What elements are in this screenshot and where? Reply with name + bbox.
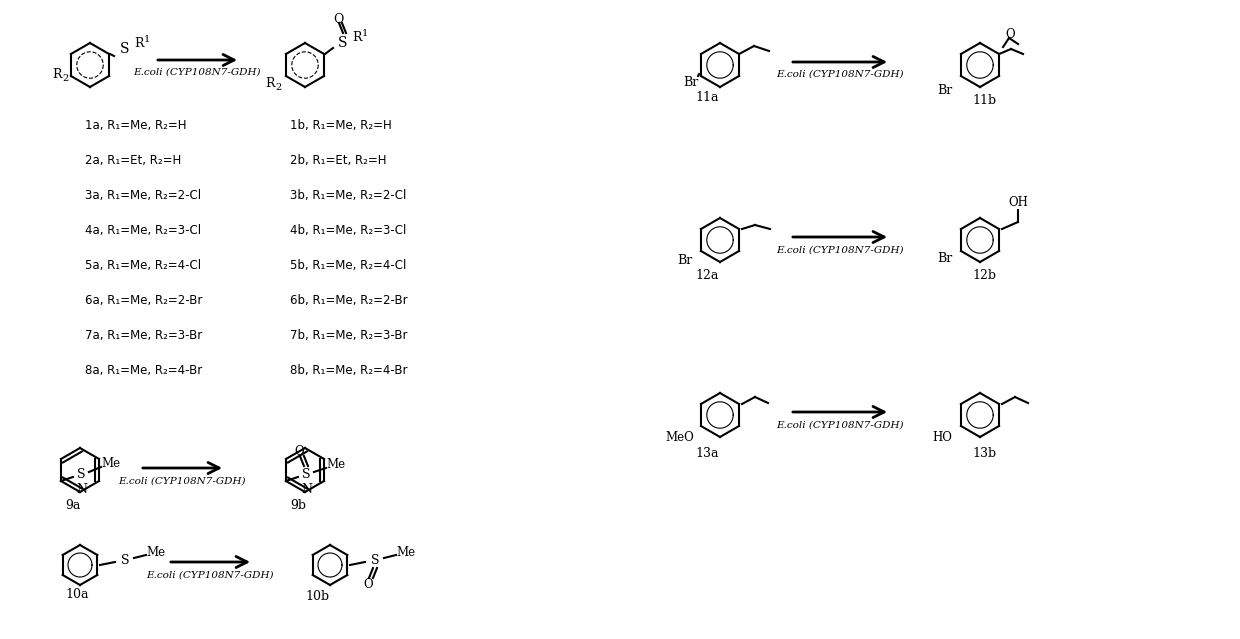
Text: E.coli (CYP108N7-GDH): E.coli (CYP108N7-GDH) bbox=[776, 70, 904, 79]
Text: E.coli (CYP108N7-GDH): E.coli (CYP108N7-GDH) bbox=[118, 477, 246, 486]
Text: N: N bbox=[301, 482, 312, 495]
Text: 4a, R₁=Me, R₂=3-Cl: 4a, R₁=Me, R₂=3-Cl bbox=[86, 224, 201, 236]
Text: 5b, R₁=Me, R₂=4-Cl: 5b, R₁=Me, R₂=4-Cl bbox=[290, 259, 407, 272]
Text: 6b, R₁=Me, R₂=2-Br: 6b, R₁=Me, R₂=2-Br bbox=[290, 293, 408, 307]
Text: 8b, R₁=Me, R₂=4-Br: 8b, R₁=Me, R₂=4-Br bbox=[290, 364, 408, 376]
Text: N: N bbox=[77, 482, 88, 495]
Text: MeO: MeO bbox=[666, 431, 694, 443]
Text: 13a: 13a bbox=[694, 447, 718, 459]
Text: Br: Br bbox=[683, 75, 699, 88]
Text: 1b, R₁=Me, R₂=H: 1b, R₁=Me, R₂=H bbox=[290, 118, 392, 132]
Text: 2b, R₁=Et, R₂=H: 2b, R₁=Et, R₂=H bbox=[290, 153, 387, 167]
Text: 6a, R₁=Me, R₂=2-Br: 6a, R₁=Me, R₂=2-Br bbox=[86, 293, 202, 307]
Text: E.coli (CYP108N7-GDH): E.coli (CYP108N7-GDH) bbox=[776, 420, 904, 429]
Text: R: R bbox=[352, 31, 362, 43]
Text: 10a: 10a bbox=[64, 589, 88, 601]
Text: 5a, R₁=Me, R₂=4-Cl: 5a, R₁=Me, R₂=4-Cl bbox=[86, 259, 201, 272]
Text: S: S bbox=[371, 553, 379, 567]
Text: 3b, R₁=Me, R₂=2-Cl: 3b, R₁=Me, R₂=2-Cl bbox=[290, 189, 407, 201]
Text: 9a: 9a bbox=[64, 498, 81, 511]
Text: O: O bbox=[294, 445, 304, 458]
Text: O: O bbox=[1006, 27, 1014, 40]
Text: 10b: 10b bbox=[305, 590, 329, 603]
Text: Me: Me bbox=[397, 546, 415, 558]
Text: Me: Me bbox=[146, 546, 166, 558]
Text: Br: Br bbox=[937, 252, 952, 265]
Text: HO: HO bbox=[932, 431, 952, 443]
Text: 7a, R₁=Me, R₂=3-Br: 7a, R₁=Me, R₂=3-Br bbox=[86, 328, 202, 341]
Text: E.coli (CYP108N7-GDH): E.coli (CYP108N7-GDH) bbox=[146, 571, 274, 580]
Text: S: S bbox=[77, 468, 86, 481]
Text: 9b: 9b bbox=[290, 498, 306, 511]
Text: O: O bbox=[363, 578, 373, 592]
Text: E.coli (CYP108N7-GDH): E.coli (CYP108N7-GDH) bbox=[776, 245, 904, 254]
Text: S: S bbox=[120, 553, 129, 567]
Text: 1: 1 bbox=[362, 29, 368, 38]
Text: 1a, R₁=Me, R₂=H: 1a, R₁=Me, R₂=H bbox=[86, 118, 186, 132]
Text: OH: OH bbox=[1008, 196, 1028, 208]
Text: R: R bbox=[265, 77, 275, 89]
Text: R: R bbox=[52, 68, 62, 81]
Text: 11b: 11b bbox=[972, 93, 996, 107]
Text: 2: 2 bbox=[275, 82, 281, 91]
Text: 1: 1 bbox=[144, 35, 150, 43]
Text: 12b: 12b bbox=[972, 268, 996, 282]
Text: 3a, R₁=Me, R₂=2-Cl: 3a, R₁=Me, R₂=2-Cl bbox=[86, 189, 201, 201]
Text: S: S bbox=[120, 42, 130, 56]
Text: 13b: 13b bbox=[972, 447, 996, 459]
Text: Me: Me bbox=[326, 458, 346, 470]
Text: 7b, R₁=Me, R₂=3-Br: 7b, R₁=Me, R₂=3-Br bbox=[290, 328, 408, 341]
Text: Br: Br bbox=[937, 84, 952, 96]
Text: 8a, R₁=Me, R₂=4-Br: 8a, R₁=Me, R₂=4-Br bbox=[86, 364, 202, 376]
Text: S: S bbox=[301, 468, 310, 481]
Text: E.coli (CYP108N7-GDH): E.coli (CYP108N7-GDH) bbox=[133, 68, 260, 77]
Text: R: R bbox=[134, 36, 144, 49]
Text: 2a, R₁=Et, R₂=H: 2a, R₁=Et, R₂=H bbox=[86, 153, 181, 167]
Text: O: O bbox=[332, 13, 343, 26]
Text: 2: 2 bbox=[62, 73, 68, 82]
Text: Me: Me bbox=[102, 456, 120, 470]
Text: S: S bbox=[339, 36, 347, 50]
Text: 11a: 11a bbox=[694, 91, 718, 104]
Text: 4b, R₁=Me, R₂=3-Cl: 4b, R₁=Me, R₂=3-Cl bbox=[290, 224, 407, 236]
Text: 12a: 12a bbox=[694, 268, 718, 282]
Text: Br: Br bbox=[677, 254, 693, 266]
